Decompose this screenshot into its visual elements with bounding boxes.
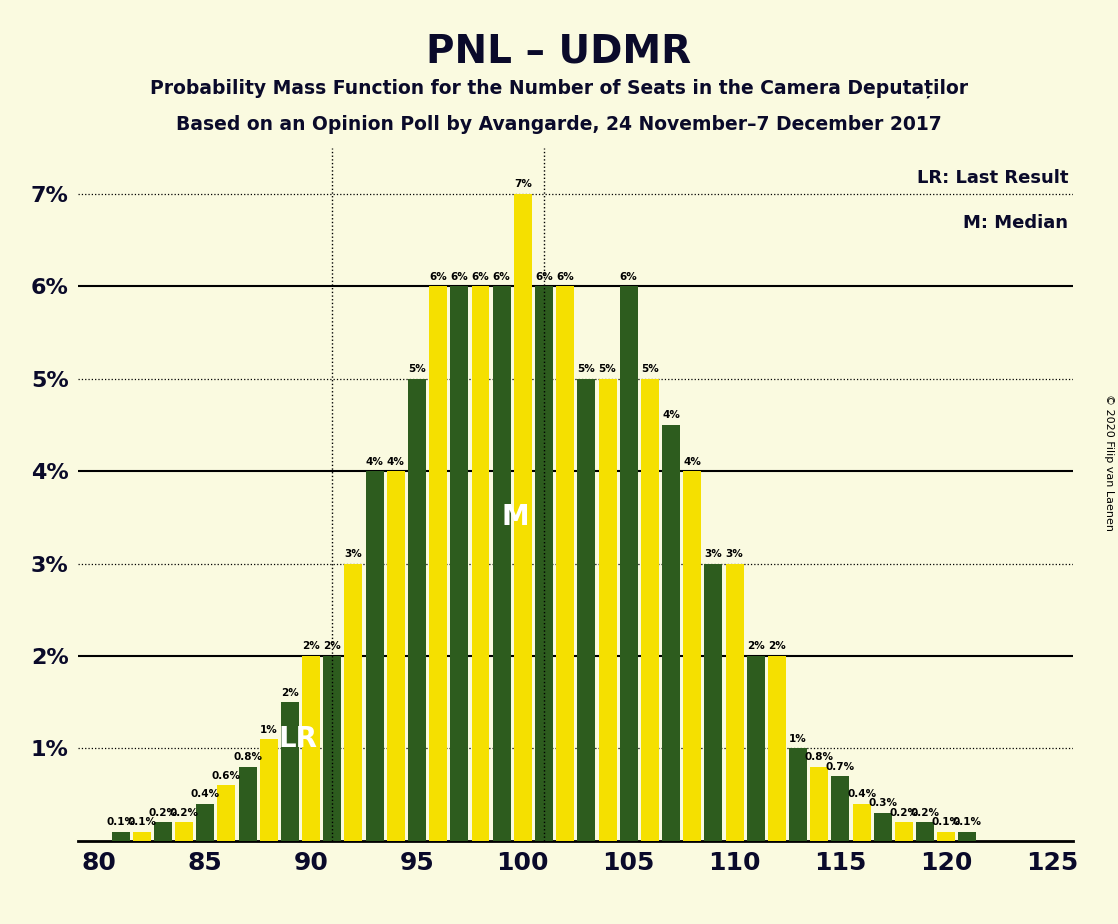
Text: 0.1%: 0.1% — [931, 817, 960, 827]
Bar — [218, 785, 236, 841]
Text: 0.7%: 0.7% — [826, 761, 855, 772]
Bar — [281, 702, 299, 841]
Text: 7%: 7% — [514, 179, 532, 189]
Bar — [176, 822, 193, 841]
Text: 6%: 6% — [536, 272, 553, 282]
Bar — [768, 656, 786, 841]
Bar — [514, 194, 532, 841]
Bar — [789, 748, 807, 841]
Bar — [302, 656, 320, 841]
Bar — [387, 471, 405, 841]
Bar — [472, 286, 490, 841]
Text: 6%: 6% — [451, 272, 468, 282]
Text: 4%: 4% — [683, 456, 701, 467]
Bar — [259, 739, 277, 841]
Text: 2%: 2% — [747, 641, 765, 651]
Text: M: Median: M: Median — [964, 213, 1069, 232]
Text: 6%: 6% — [493, 272, 511, 282]
Bar — [429, 286, 447, 841]
Text: PNL – UDMR: PNL – UDMR — [426, 32, 692, 70]
Bar — [154, 822, 172, 841]
Text: 5%: 5% — [578, 364, 595, 374]
Bar — [366, 471, 383, 841]
Text: 2%: 2% — [281, 687, 299, 698]
Bar — [598, 379, 616, 841]
Text: LR: LR — [278, 725, 318, 753]
Bar — [197, 804, 215, 841]
Text: 5%: 5% — [408, 364, 426, 374]
Text: 6%: 6% — [557, 272, 574, 282]
Text: 4%: 4% — [662, 410, 680, 420]
Text: 2%: 2% — [323, 641, 341, 651]
Text: © 2020 Filip van Laenen: © 2020 Filip van Laenen — [1105, 394, 1114, 530]
Text: LR: Last Result: LR: Last Result — [917, 168, 1069, 187]
Text: 0.2%: 0.2% — [910, 808, 939, 818]
Bar — [556, 286, 575, 841]
Bar — [451, 286, 468, 841]
Bar — [916, 822, 934, 841]
Text: 0.3%: 0.3% — [869, 798, 898, 808]
Bar — [811, 767, 828, 841]
Text: 0.1%: 0.1% — [106, 817, 135, 827]
Bar — [133, 832, 151, 841]
Text: 3%: 3% — [726, 549, 743, 559]
Text: 0.8%: 0.8% — [805, 752, 834, 762]
Bar — [408, 379, 426, 841]
Bar — [832, 776, 850, 841]
Bar — [238, 767, 257, 841]
Text: 2%: 2% — [768, 641, 786, 651]
Text: 6%: 6% — [619, 272, 637, 282]
Text: 6%: 6% — [429, 272, 447, 282]
Text: Based on an Opinion Poll by Avangarde, 24 November–7 December 2017: Based on an Opinion Poll by Avangarde, 2… — [177, 116, 941, 135]
Text: 5%: 5% — [641, 364, 659, 374]
Text: M: M — [502, 504, 529, 531]
Text: 4%: 4% — [387, 456, 405, 467]
Bar — [937, 832, 955, 841]
Bar — [536, 286, 553, 841]
Bar — [662, 425, 680, 841]
Text: 5%: 5% — [598, 364, 616, 374]
Bar — [344, 564, 362, 841]
Text: 0.2%: 0.2% — [170, 808, 199, 818]
Text: 1%: 1% — [789, 734, 807, 744]
Text: 0.8%: 0.8% — [234, 752, 262, 762]
Bar — [577, 379, 596, 841]
Text: 0.4%: 0.4% — [191, 789, 220, 799]
Text: 0.1%: 0.1% — [127, 817, 157, 827]
Bar — [493, 286, 511, 841]
Text: 2%: 2% — [302, 641, 320, 651]
Text: 0.1%: 0.1% — [953, 817, 982, 827]
Bar — [619, 286, 637, 841]
Text: 0.6%: 0.6% — [212, 771, 241, 781]
Text: 4%: 4% — [366, 456, 383, 467]
Text: 0.4%: 0.4% — [847, 789, 877, 799]
Text: 1%: 1% — [259, 724, 277, 735]
Bar — [958, 832, 976, 841]
Bar — [894, 822, 913, 841]
Text: 3%: 3% — [344, 549, 362, 559]
Bar — [683, 471, 701, 841]
Bar — [853, 804, 871, 841]
Text: 6%: 6% — [472, 272, 490, 282]
Bar — [726, 564, 743, 841]
Bar — [704, 564, 722, 841]
Text: Probability Mass Function for the Number of Seats in the Camera Deputaților: Probability Mass Function for the Number… — [150, 79, 968, 98]
Bar — [641, 379, 659, 841]
Bar — [112, 832, 130, 841]
Text: 3%: 3% — [704, 549, 722, 559]
Bar — [874, 813, 892, 841]
Bar — [323, 656, 341, 841]
Text: 0.2%: 0.2% — [149, 808, 178, 818]
Bar — [747, 656, 765, 841]
Text: 0.2%: 0.2% — [890, 808, 918, 818]
